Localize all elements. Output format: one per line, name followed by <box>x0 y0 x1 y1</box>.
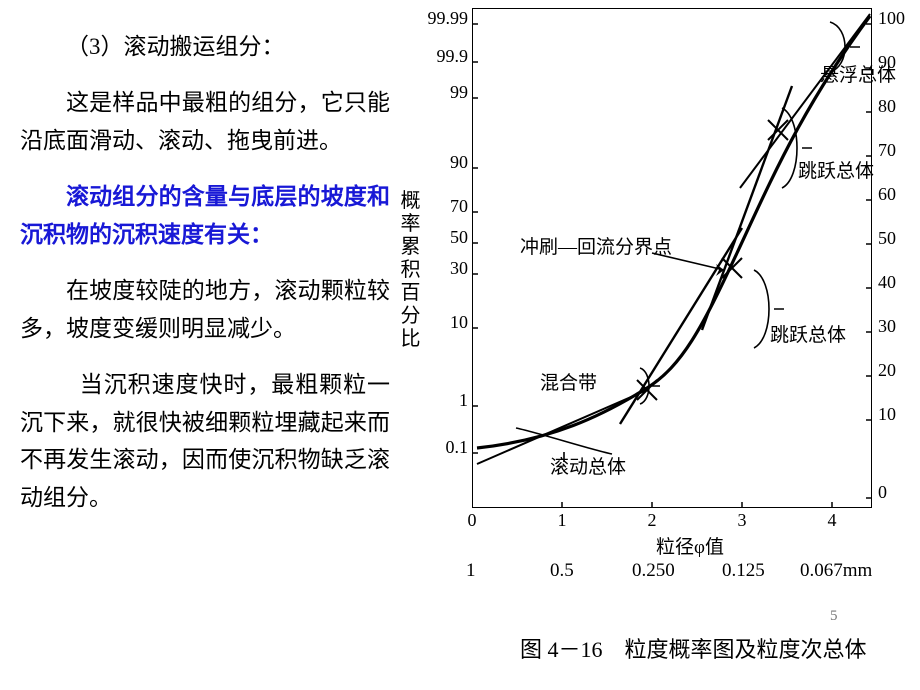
para-5: 当沉积速度快时，最粗颗粒一沉下来，就很快被细颗粒埋藏起来而不再发生滚动，因而使沉… <box>20 366 390 518</box>
y-right-tick: 80 <box>878 96 918 117</box>
y-left-tick: 30 <box>420 258 468 279</box>
text-column: （3）滚动搬运组分： 这是样品中最粗的组分，它只能沿底面滑动、滚动、拖曳前进。 … <box>20 28 390 535</box>
page-number: 5 <box>830 608 838 625</box>
seg-salt2 <box>702 86 792 330</box>
y-right-tick: 40 <box>878 272 918 293</box>
para-3-blue: 滚动组分的含量与底层的坡度和沉积物的沉积速度有关： <box>20 178 390 254</box>
y-right-tick: 100 <box>878 8 918 29</box>
y-left-tick: 90 <box>420 152 468 173</box>
plot-svg <box>472 8 872 508</box>
x-tick: 3 <box>722 510 762 531</box>
y-left-tick: 99 <box>420 82 468 103</box>
y-right-tick: 60 <box>878 184 918 205</box>
para-4: 在坡度较陡的地方，滚动颗粒较多，坡度变缓则明显减少。 <box>20 272 390 348</box>
main-curve <box>477 16 870 448</box>
y-left-tick: 50 <box>420 227 468 248</box>
y-left-tick: 1 <box>420 390 468 411</box>
y-right-tick: 70 <box>878 140 918 161</box>
brace-roll <box>516 428 612 462</box>
y-right-tick: 0 <box>878 482 918 503</box>
y-left-tick: 70 <box>420 196 468 217</box>
para-2: 这是样品中最粗的组分，它只能沿底面滑动、滚动、拖曳前进。 <box>20 84 390 160</box>
brace-salt-b <box>754 270 784 348</box>
y-left-tick: 0.1 <box>420 437 468 458</box>
x-tick: 4 <box>812 510 852 531</box>
figure-region: 概率累积百分比 99.99 99.9 99 90 70 50 30 10 1 0… <box>400 0 920 690</box>
y-right-tick: 10 <box>878 404 918 425</box>
y-left-tick: 10 <box>420 312 468 333</box>
y-right-tick: 20 <box>878 360 918 381</box>
mm-label: 0.067mm <box>800 560 872 582</box>
x-tick: 2 <box>632 510 672 531</box>
seg-salt1 <box>620 228 742 424</box>
mm-label: 0.125 <box>722 560 765 582</box>
x-axis-label: 粒径φ值 <box>656 532 724 559</box>
chart: 概率累积百分比 99.99 99.9 99 90 70 50 30 10 1 0… <box>400 0 920 540</box>
mm-label: 0.5 <box>550 560 574 582</box>
y-left-tick: 99.9 <box>420 46 468 67</box>
mm-label: 1 <box>466 560 476 582</box>
seg-susp <box>740 14 870 188</box>
figure-caption: 图 4－16 粒度概率图及粒度次总体 <box>520 632 867 664</box>
y-right-tick: 30 <box>878 316 918 337</box>
seg-roll <box>477 390 647 464</box>
y-left-tick: 99.99 <box>420 8 468 29</box>
mm-label: 0.250 <box>632 560 675 582</box>
x-tick: 1 <box>542 510 582 531</box>
x-tick: 0 <box>452 510 492 531</box>
y-axis-label: 概率累积百分比 <box>394 190 423 351</box>
para-heading: （3）滚动搬运组分： <box>20 28 390 66</box>
y-right-tick: 50 <box>878 228 918 249</box>
